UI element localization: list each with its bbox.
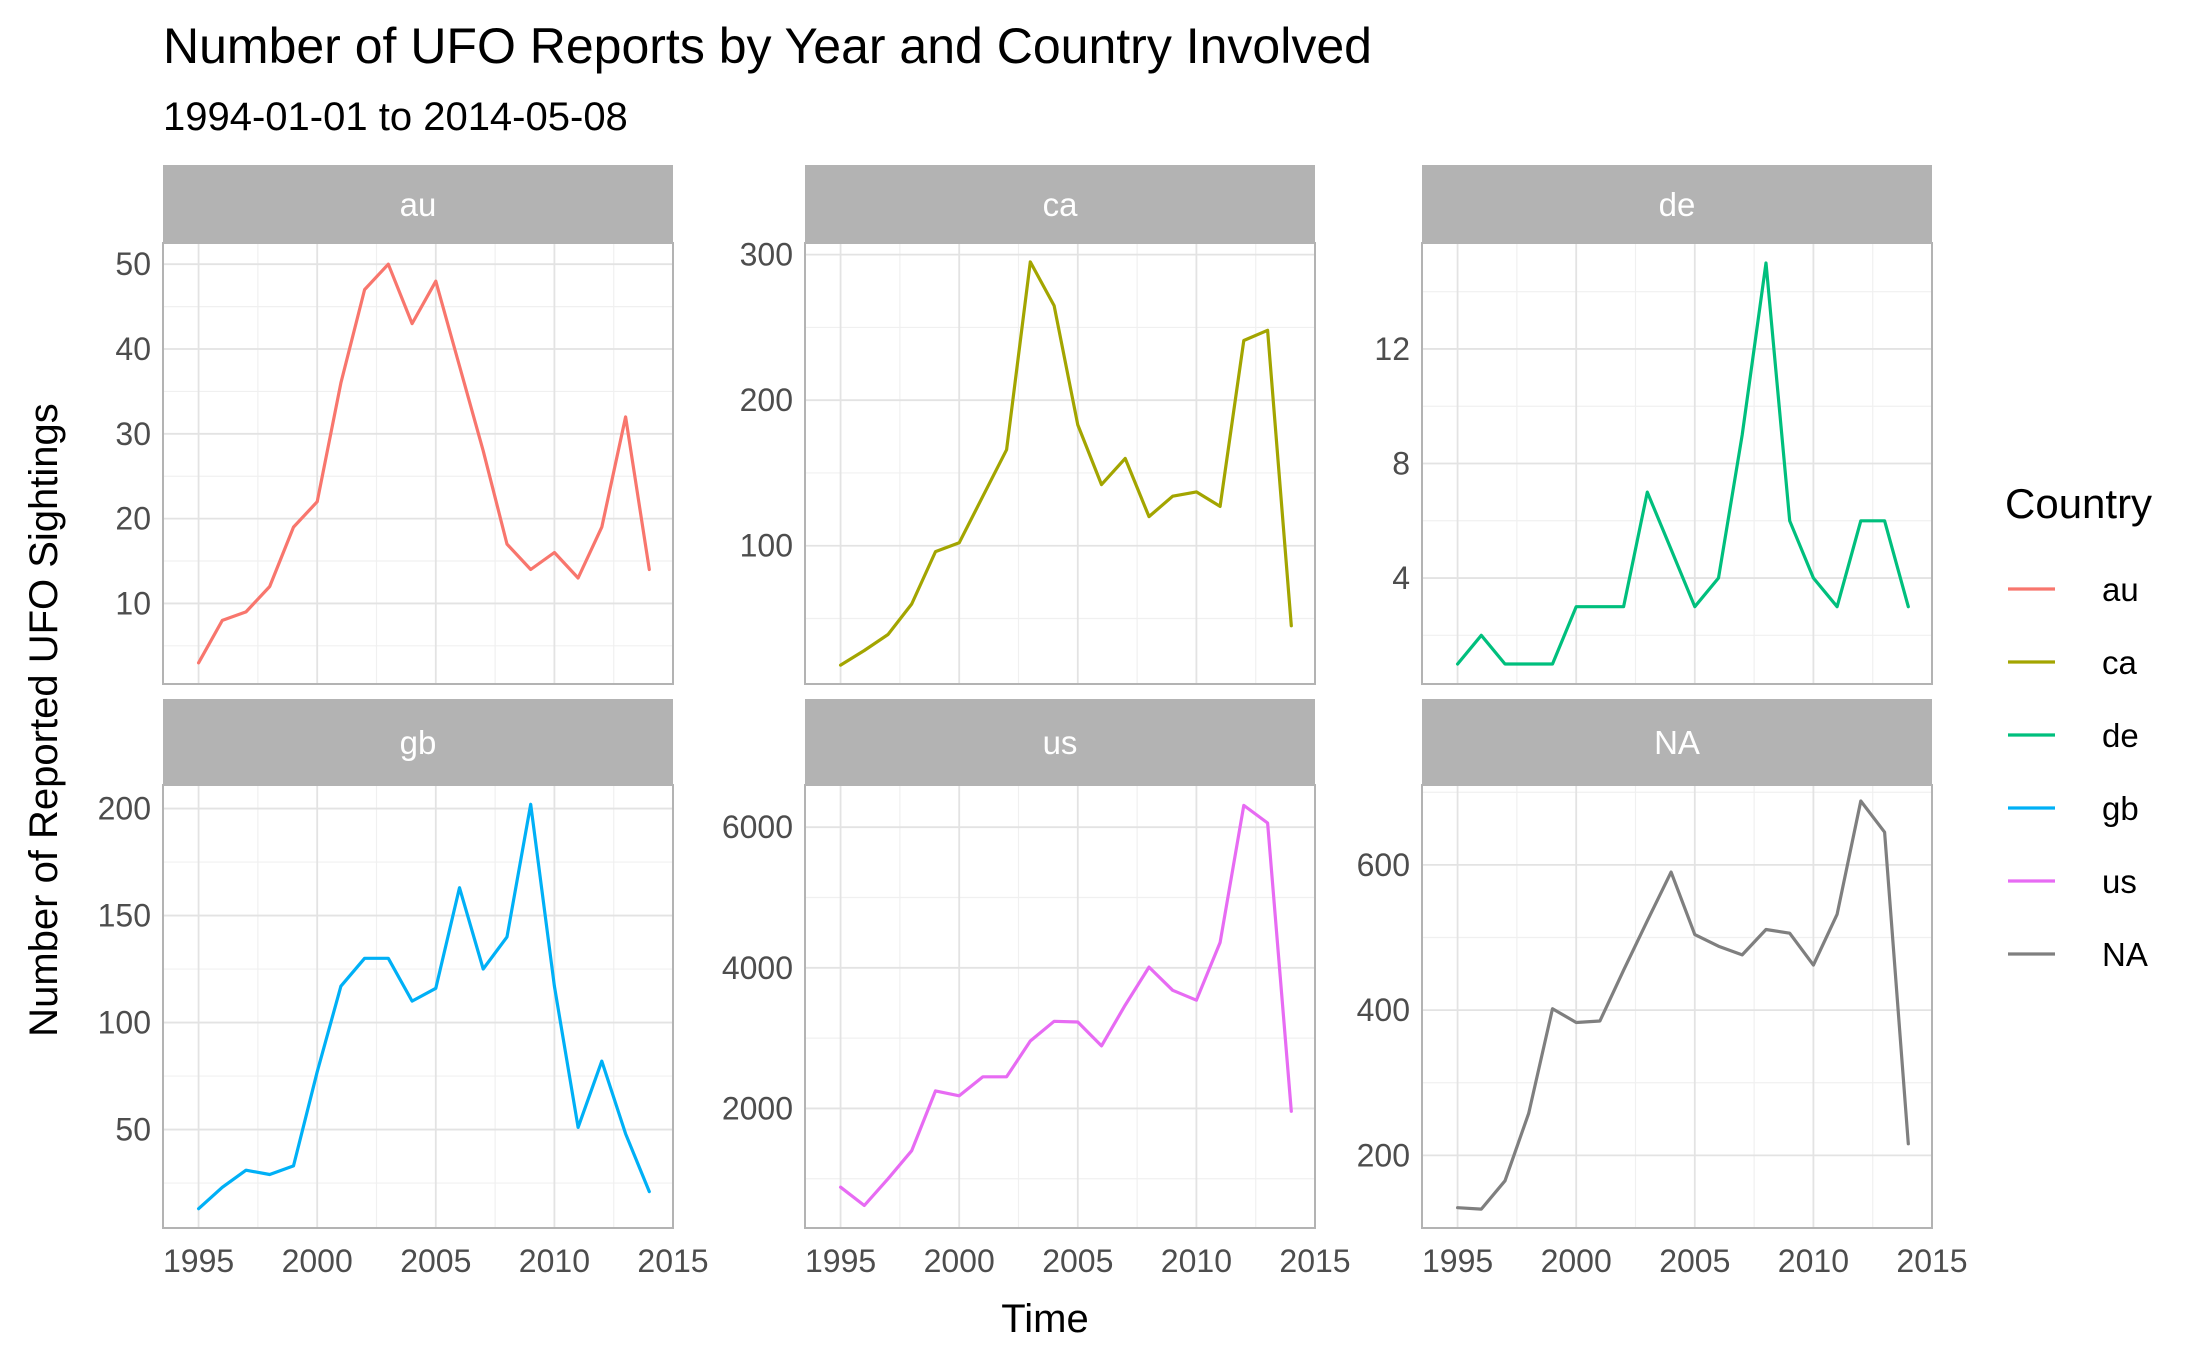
facet-strip-label: de — [1659, 186, 1696, 223]
legend-item-de: de — [2008, 717, 2139, 754]
facet-panel-NA: NA 200 400 600 1995 2000 2005 2010 2015 — [1357, 699, 1968, 1279]
x-tick-label: 2015 — [637, 1243, 708, 1279]
facet-strip — [163, 699, 673, 785]
x-tick-label: 1995 — [1422, 1243, 1493, 1279]
y-tick-label: 100 — [98, 1005, 151, 1041]
facet-panel-ca: ca 100 200 300 — [740, 165, 1316, 685]
x-tick-label: 2000 — [924, 1243, 995, 1279]
y-tick-label: 300 — [740, 237, 793, 273]
series-line-ca — [838, 260, 1293, 667]
y-tick-label: 4 — [1392, 560, 1410, 596]
y-tick-label: 200 — [1357, 1137, 1410, 1173]
legend-title: Country — [2005, 480, 2152, 527]
y-tick-label: 4000 — [722, 950, 793, 986]
panel-border — [1421, 242, 1933, 685]
series-line-au — [197, 262, 651, 665]
legend-label: ca — [2102, 644, 2138, 681]
facet-strip-label: us — [1043, 724, 1078, 761]
x-tick-label: 2015 — [1279, 1243, 1350, 1279]
legend-label: au — [2102, 571, 2139, 608]
x-tick-label: 2005 — [1659, 1243, 1730, 1279]
x-tick-label: 2005 — [400, 1243, 471, 1279]
facet-panel-gb: gb 50 100 150 200 1995 2000 2005 2010 2015 — [98, 699, 709, 1279]
y-tick-label: 200 — [98, 791, 151, 827]
y-tick-label: 6000 — [722, 809, 793, 845]
legend-label: us — [2102, 863, 2137, 900]
legend-item-au: au — [2008, 571, 2139, 608]
panel-border — [804, 242, 1316, 685]
y-tick-label: 12 — [1374, 331, 1410, 367]
facet-strip-label: gb — [400, 724, 437, 761]
x-tick-label: 1995 — [163, 1243, 234, 1279]
legend-label: NA — [2102, 936, 2148, 973]
y-tick-label: 100 — [740, 528, 793, 564]
y-tick-label: 50 — [115, 246, 151, 282]
y-tick-label: 40 — [115, 331, 151, 367]
panel-border — [162, 242, 674, 685]
facet-strip — [1422, 699, 1932, 785]
y-tick-label: 30 — [115, 416, 151, 452]
panel-border — [162, 784, 674, 1229]
series-line-us — [838, 803, 1293, 1208]
facet-panels: au 10 20 30 40 50 ca 100 200 300 de 4 8 12 gb 50 100 150 2… — [98, 165, 1968, 1279]
x-tick-label: 2000 — [282, 1243, 353, 1279]
y-tick-label: 20 — [115, 501, 151, 537]
x-tick-label: 2010 — [519, 1243, 590, 1279]
y-tick-label: 10 — [115, 585, 151, 621]
x-tick-label: 2005 — [1042, 1243, 1113, 1279]
y-tick-label: 150 — [98, 898, 151, 934]
x-tick-label: 2015 — [1896, 1243, 1967, 1279]
facet-strip-label: au — [400, 186, 437, 223]
chart-subtitle: 1994-01-01 to 2014-05-08 — [163, 95, 628, 139]
legend-item-NA: NA — [2008, 936, 2148, 973]
series-line-gb — [197, 802, 651, 1211]
facet-strip — [805, 699, 1315, 785]
facet-strip-label: NA — [1654, 724, 1700, 761]
y-tick-label: 50 — [115, 1112, 151, 1148]
y-tick-label: 600 — [1357, 847, 1410, 883]
x-tick-label: 2010 — [1161, 1243, 1232, 1279]
y-tick-label: 400 — [1357, 992, 1410, 1028]
facet-strip — [163, 165, 673, 243]
facet-strip — [805, 165, 1315, 243]
panel-border — [804, 784, 1316, 1229]
y-axis-title: Number of Reported UFO Sightings — [22, 403, 66, 1037]
chart-title: Number of UFO Reports by Year and Countr… — [163, 18, 1372, 74]
facet-strip — [1422, 165, 1932, 243]
x-tick-label: 1995 — [805, 1243, 876, 1279]
facet-panel-us: us 2000 4000 6000 1995 2000 2005 2010 2015 — [722, 699, 1351, 1279]
legend: Country au ca de gb us NA — [2005, 480, 2152, 973]
y-tick-label: 200 — [740, 382, 793, 418]
legend-label: gb — [2102, 790, 2139, 827]
x-axis-title: Time — [1001, 1297, 1088, 1341]
y-tick-label: 2000 — [722, 1090, 793, 1126]
y-tick-label: 8 — [1392, 446, 1410, 482]
legend-item-gb: gb — [2008, 790, 2139, 827]
facet-panel-au: au 10 20 30 40 50 — [115, 165, 674, 685]
facet-panel-de: de 4 8 12 — [1374, 165, 1933, 685]
panel-border — [1421, 784, 1933, 1229]
legend-label: de — [2102, 717, 2139, 754]
legend-item-ca: ca — [2008, 644, 2138, 681]
x-tick-label: 2000 — [1541, 1243, 1612, 1279]
legend-item-us: us — [2008, 863, 2137, 900]
series-line-de — [1455, 261, 1910, 666]
x-tick-label: 2010 — [1778, 1243, 1849, 1279]
facet-strip-label: ca — [1043, 186, 1079, 223]
series-line-NA — [1455, 799, 1910, 1211]
